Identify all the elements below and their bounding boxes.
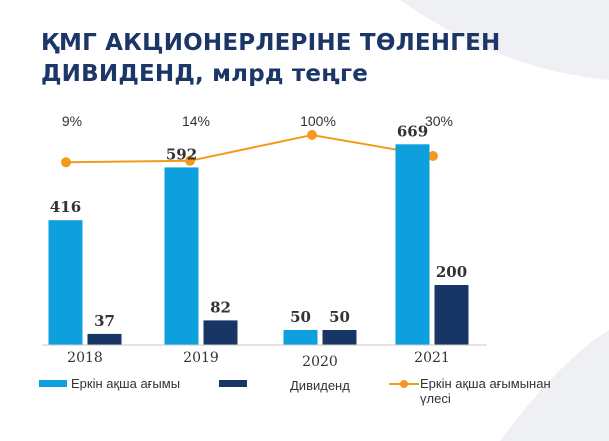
category-label-2019: 2019 [183, 350, 219, 366]
share-label-2021: 30% [425, 113, 453, 129]
bar-free-cash-flow-2020 [283, 330, 318, 345]
category-labels: 2018 2019 2020 2021 [67, 350, 450, 370]
value-label-dividend-2019: 82 [210, 298, 231, 316]
title-line-1: ҚМГ АКЦИОНЕРЛЕРІНЕ ТӨЛЕНГЕН [41, 30, 501, 56]
bar-free-cash-flow-2018 [48, 220, 83, 345]
decor-arc-bottom-right [500, 330, 609, 441]
category-label-2021: 2021 [414, 350, 450, 366]
share-point-2019 [185, 155, 195, 166]
value-label-dividend-2018: 37 [94, 312, 115, 330]
share-label-2020: 100% [300, 113, 336, 129]
share-line [65, 133, 434, 164]
decor-arc-top-right [400, 0, 609, 80]
value-label-free-cash-flow-2020: 50 [290, 308, 311, 326]
bars [48, 144, 469, 345]
bar-dividend-2019 [203, 320, 238, 345]
share-points [61, 130, 438, 168]
value-label-dividend-2021: 200 [436, 263, 467, 281]
bar-free-cash-flow-2021 [395, 144, 430, 345]
bar-dividend-2021 [434, 285, 469, 345]
value-label-free-cash-flow-2021: 669 [397, 122, 428, 140]
share-label-2018: 9% [62, 113, 82, 129]
bar-dividend-2020 [322, 330, 357, 345]
share-label-2019: 14% [182, 113, 210, 129]
value-label-free-cash-flow-2019: 592 [166, 145, 197, 163]
share-point-2018 [61, 157, 71, 168]
share-point-2021 [428, 151, 438, 161]
bar-dividend-2018 [87, 333, 122, 345]
page-title: ҚМГ АКЦИОНЕРЛЕРІНЕ ТӨЛЕНГЕН ДИВИДЕНД, мл… [41, 28, 561, 90]
share-percent-labels: 9% 14% 100% 30% [62, 113, 453, 129]
value-label-free-cash-flow-2018: 416 [50, 198, 81, 216]
value-label-dividend-2020: 50 [329, 308, 350, 326]
bar-free-cash-flow-2019 [164, 167, 199, 345]
category-label-2018: 2018 [67, 350, 103, 366]
bar-value-labels: 416 37 592 82 50 50 669 200 [50, 122, 467, 330]
category-label-2020: 2020 [302, 354, 338, 370]
share-point-2020 [307, 130, 317, 140]
title-line-2: ДИВИДЕНД, млрд теңге [41, 61, 368, 87]
